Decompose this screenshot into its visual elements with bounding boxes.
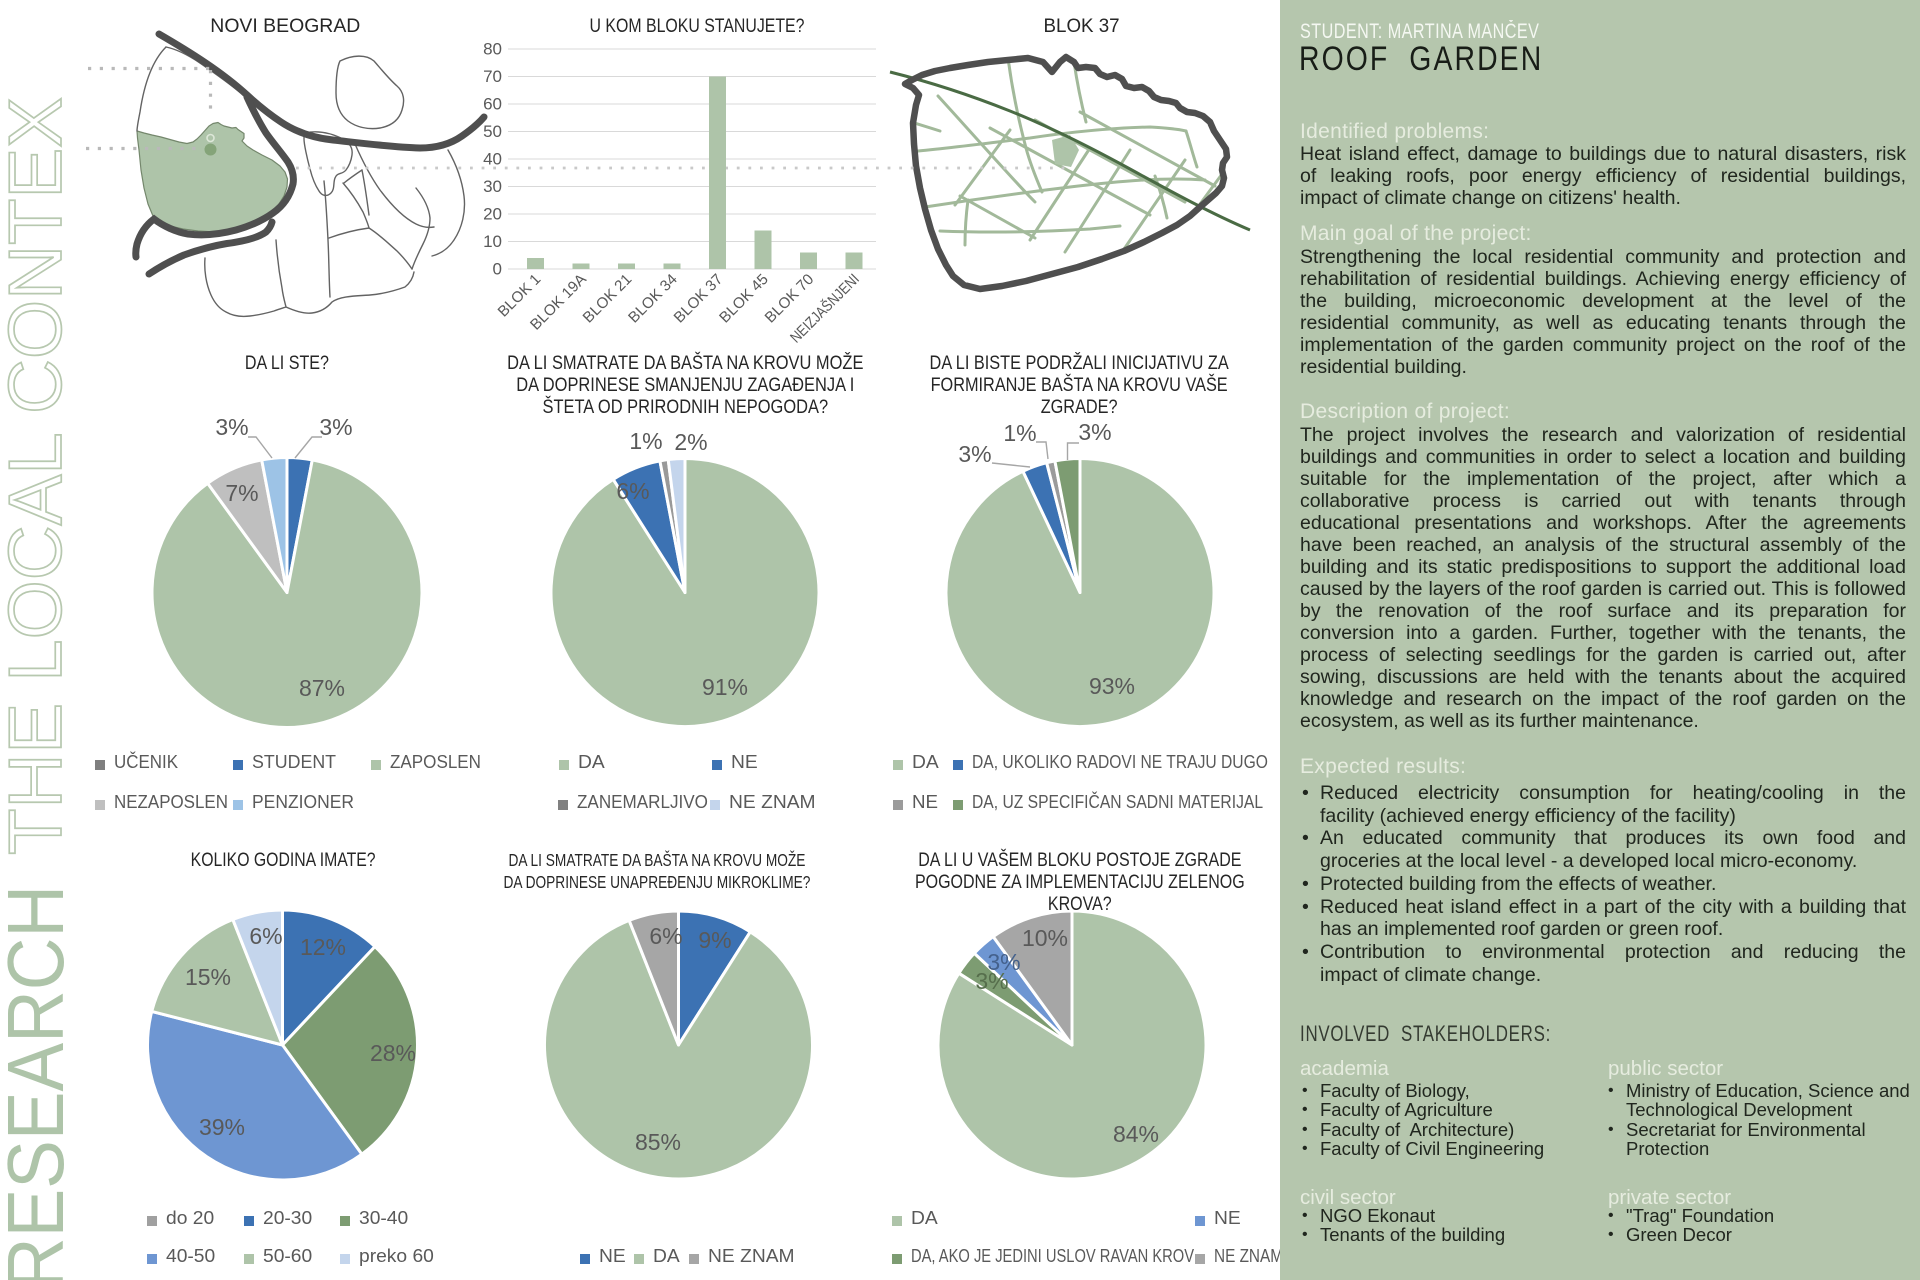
svg-text:84%: 84%: [1113, 1121, 1159, 1147]
svg-text:3%: 3%: [1078, 419, 1111, 445]
svg-text:THE LOCAL CONTEX: THE LOCAL CONTEX: [0, 97, 77, 855]
svg-text:91%: 91%: [702, 674, 748, 700]
svg-text:6%: 6%: [249, 923, 282, 949]
svg-text:0: 0: [493, 260, 502, 279]
svg-text:28%: 28%: [370, 1040, 416, 1066]
svg-text:85%: 85%: [635, 1129, 681, 1155]
svg-text:3%: 3%: [958, 441, 991, 467]
svg-text:15%: 15%: [185, 964, 231, 990]
svg-text:10%: 10%: [1022, 925, 1068, 951]
svg-text:3%: 3%: [975, 968, 1008, 994]
svg-text:BLOK 21: BLOK 21: [580, 271, 636, 327]
svg-text:50: 50: [483, 122, 502, 141]
svg-text:BLOK 34: BLOK 34: [625, 271, 681, 327]
svg-text:1%: 1%: [1003, 420, 1036, 446]
svg-text:10: 10: [483, 232, 502, 251]
svg-text:70: 70: [483, 67, 502, 86]
svg-text:3%: 3%: [987, 949, 1020, 975]
svg-text:60: 60: [483, 95, 502, 114]
svg-text:6%: 6%: [649, 923, 682, 949]
svg-text:6%: 6%: [616, 478, 649, 504]
svg-text:93%: 93%: [1089, 673, 1135, 699]
svg-text:RESEARCH: RESEARCH: [0, 885, 80, 1280]
svg-text:7%: 7%: [225, 480, 258, 506]
svg-text:1%: 1%: [629, 428, 662, 454]
svg-text:9%: 9%: [698, 927, 731, 953]
svg-text:87%: 87%: [299, 675, 345, 701]
svg-text:3%: 3%: [319, 414, 352, 440]
svg-text:BLOK 37: BLOK 37: [671, 271, 727, 327]
svg-text:12%: 12%: [300, 934, 346, 960]
svg-text:BLOK 45: BLOK 45: [716, 271, 772, 327]
svg-text:20: 20: [483, 205, 502, 224]
svg-text:39%: 39%: [199, 1114, 245, 1140]
svg-text:30: 30: [483, 177, 502, 196]
svg-text:3%: 3%: [215, 414, 248, 440]
svg-text:40: 40: [483, 150, 502, 169]
svg-text:80: 80: [483, 40, 502, 59]
svg-text:2%: 2%: [674, 429, 707, 455]
